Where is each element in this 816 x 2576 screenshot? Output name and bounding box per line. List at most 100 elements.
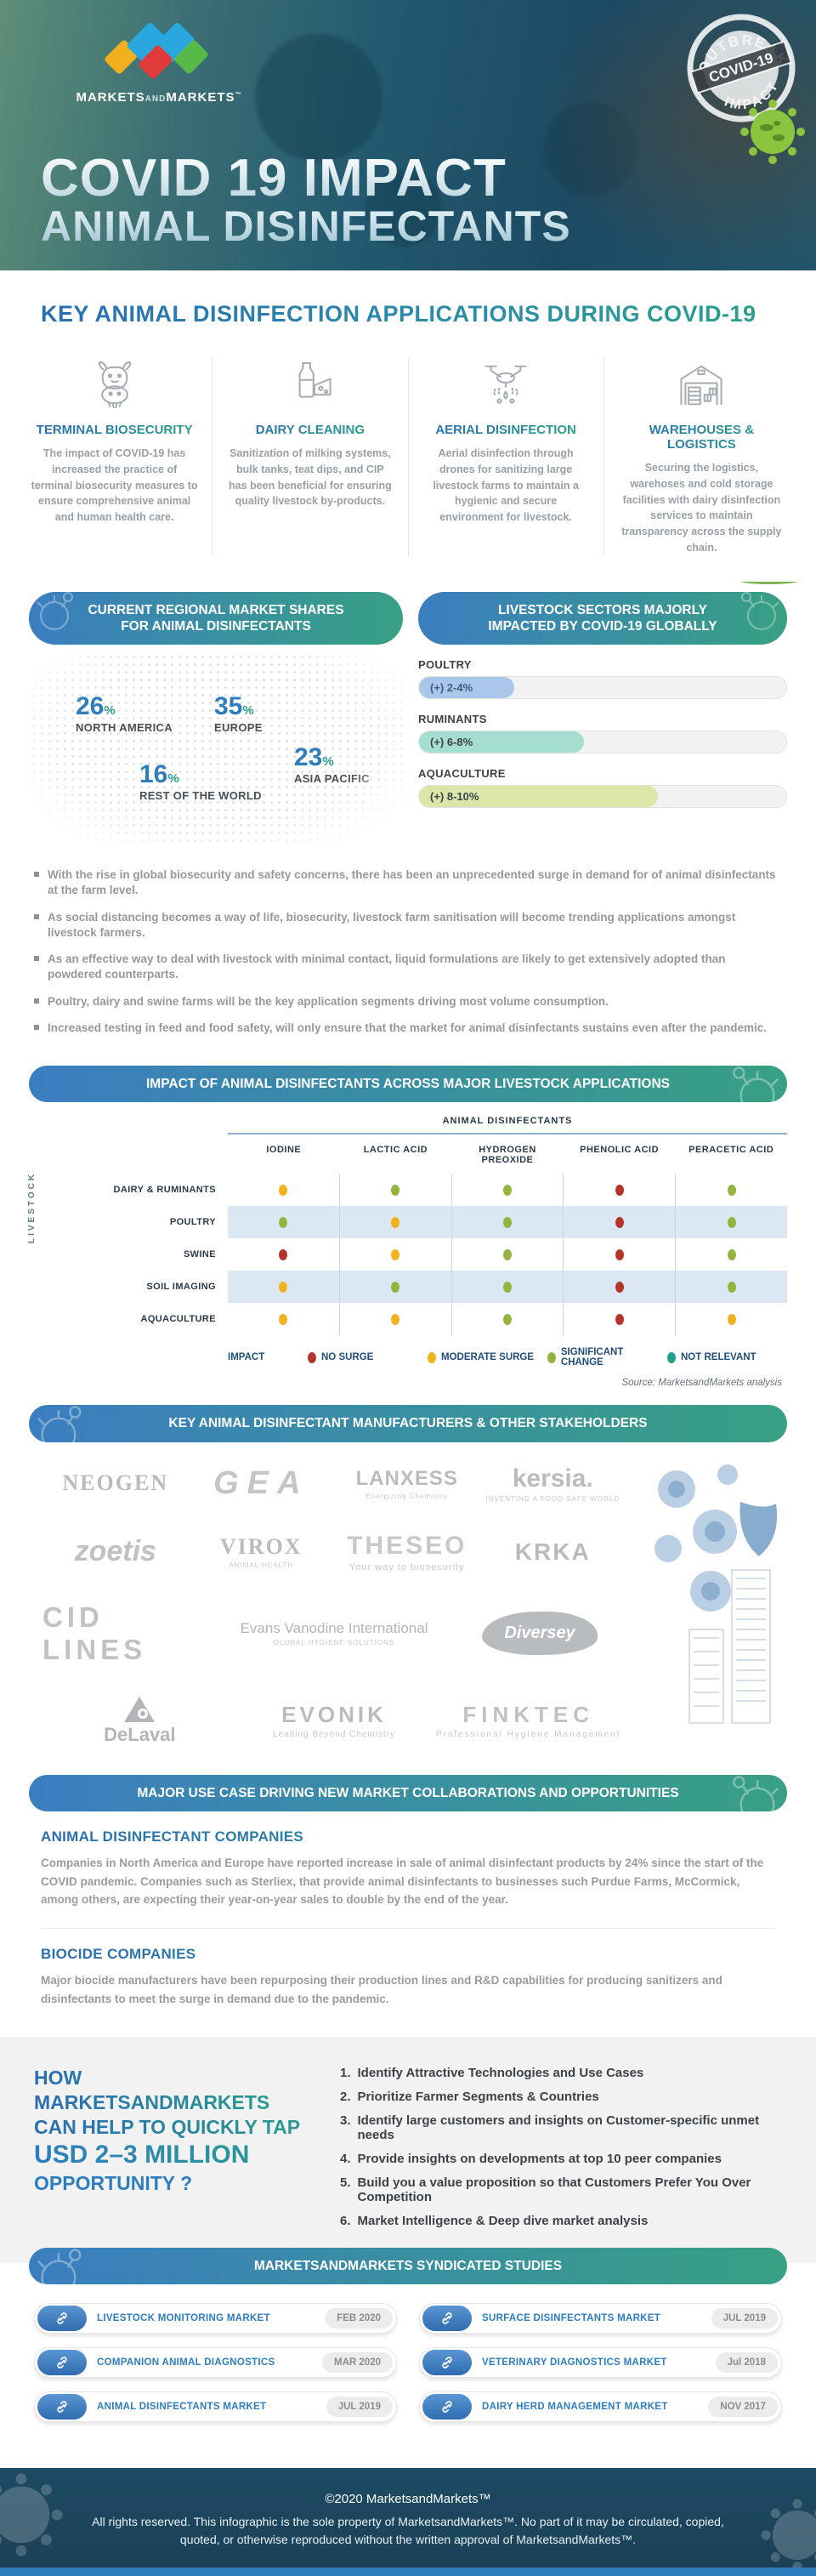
application-text: The impact of COVID-19 has increased the… xyxy=(31,447,198,523)
impact-dot xyxy=(279,1216,288,1228)
help-item: Build you a value proposition so that Cu… xyxy=(357,2175,751,2205)
livestock-sectors-panel: LIVESTOCK SECTORS MAJORLY IMPACTED BY CO… xyxy=(418,591,787,848)
link-icon xyxy=(37,2394,87,2420)
study-link-surface-disinfectants-market[interactable]: SURFACE DISINFECTANTS MARKET JUL 2019 xyxy=(419,2303,782,2334)
application-title: WAREHOUSES & LOGISTICS xyxy=(618,423,785,452)
virus-outline-icon xyxy=(733,1066,779,1103)
help-heading: HOW MARKETSANDMARKETS CAN HELP TO QUICKL… xyxy=(34,2066,314,2238)
applications-section: KEY ANIMAL DISINFECTION APPLICATIONS DUR… xyxy=(0,270,816,584)
help-item: Provide insights on developments at top … xyxy=(357,2152,722,2167)
link-icon xyxy=(422,2350,472,2376)
market-data-section: CURRENT REGIONAL MARKET SHARES FOR ANIMA… xyxy=(0,582,816,851)
impact-dot xyxy=(727,1184,736,1196)
bullet-item: Poultry, dairy and swine farms will be t… xyxy=(34,994,782,1009)
marketsandmarkets-logo: MARKETSANDMARKETS™ xyxy=(61,21,257,105)
footer-accent-strip xyxy=(0,2567,816,2576)
virus-outline-icon xyxy=(37,1406,82,1442)
impact-dot xyxy=(502,1313,512,1325)
stat-asia-pacific: 23% ASIA PACIFIC xyxy=(294,743,370,786)
rights-line-1: All rights reserved. This infographic is… xyxy=(92,2515,724,2529)
link-icon xyxy=(422,2306,472,2332)
syndicated-studies-section: MARKETSANDMARKETS SYNDICATED STUDIES LIV… xyxy=(0,2248,816,2458)
livestock-sectors-header: LIVESTOCK SECTORS MAJORLY IMPACTED BY CO… xyxy=(418,591,787,645)
legend-no-surge: NO SURGE xyxy=(308,1351,428,1363)
impact-dot xyxy=(502,1281,512,1293)
impact-dot xyxy=(615,1281,624,1293)
livestock-axis-label: LIVESTOCK xyxy=(27,1172,37,1244)
drone-icon xyxy=(422,358,590,412)
virus-blob-decoration xyxy=(366,170,442,247)
study-link-dairy-herd-management-market[interactable]: DAIRY HERD MANAGEMENT MARKET NOV 2017 xyxy=(419,2391,782,2423)
bar-track: (+) 2-4% xyxy=(418,676,787,700)
impact-dot xyxy=(391,1248,400,1260)
impact-matrix: LIVESTOCK ANIMAL DISINFECTANTS IODINE LA… xyxy=(27,1116,787,1389)
legend-moderate-surge: MODERATE SURGE xyxy=(428,1351,547,1363)
logo-lanxess: LANXESS Energizing Chemistry xyxy=(355,1466,458,1500)
impact-dot xyxy=(502,1248,512,1260)
study-link-veterinary-diagnostics-market[interactable]: VETERINARY DIAGNOSTICS MARKET Jul 2018 xyxy=(419,2347,782,2379)
help-item: Identify Attractive Technologies and Use… xyxy=(357,2066,644,2081)
delaval-triangle-icon xyxy=(124,1696,156,1722)
source-attribution: Source: MarketsandMarkets analysis xyxy=(621,1378,782,1389)
bar-poultry: POULTRY (+) 2-4% xyxy=(418,658,787,700)
link-icon xyxy=(37,2350,87,2376)
study-link-animal-disinfectants-market[interactable]: ANIMAL DISINFECTANTS MARKET JUL 2019 xyxy=(34,2391,397,2423)
impact-dot xyxy=(391,1184,400,1196)
logo-diamonds-icon xyxy=(61,21,257,82)
study-link-livestock-monitoring[interactable]: LIVESTOCK MONITORING MARKET FEB 2020 xyxy=(34,2303,397,2334)
logo-kersia: kersia. INVENTING A FOOD SAFE WORLD xyxy=(485,1464,620,1503)
application-text: Sanitization of milking systems, bulk ta… xyxy=(229,447,392,508)
bar-fill: (+) 8-10% xyxy=(419,786,658,808)
use-case-biocide-companies: BIOCIDE COMPANIES Major biocide manufact… xyxy=(29,1929,787,2015)
impact-dot xyxy=(279,1313,288,1325)
impact-dot xyxy=(279,1281,288,1293)
study-date-badge: JUL 2019 xyxy=(711,2308,778,2329)
how-we-help-section: HOW MARKETSANDMARKETS CAN HELP TO QUICKL… xyxy=(0,2037,816,2264)
study-date-badge: JUL 2019 xyxy=(326,2397,393,2418)
use-case-text: Companies in North America and Europe ha… xyxy=(41,1857,764,1907)
stat-europe: 35% EUROPE xyxy=(214,692,263,735)
bullet-square-icon xyxy=(34,956,39,962)
use-case-heading: BIOCIDE COMPANIES xyxy=(41,1946,775,1963)
study-link-companion-animal-diagnostics[interactable]: COMPANION ANIMAL DIAGNOSTICS MAR 2020 xyxy=(34,2347,397,2379)
disinfectants-axis-label: ANIMAL DISINFECTANTS xyxy=(442,1116,573,1127)
virus-icon xyxy=(761,2499,816,2568)
copyright-line: ©2020 MarketsandMarkets™ xyxy=(325,2492,491,2507)
logo-gea: GEA xyxy=(213,1464,309,1501)
impact-dot xyxy=(502,1216,512,1228)
impact-dot xyxy=(727,1281,736,1293)
bullet-square-icon xyxy=(34,872,39,878)
impact-dot xyxy=(615,1248,624,1260)
column-headers: IODINE LACTIC ACID HYDROGEN PREOXIDE PHE… xyxy=(228,1133,787,1174)
footer: ©2020 MarketsandMarkets™ All rights rese… xyxy=(0,2468,816,2568)
covid19-outbreak-stamp: OUTBREAK COVID-19 IMPACT xyxy=(687,14,796,122)
virus-outline-icon xyxy=(37,591,73,630)
impact-legend: IMPACT NO SURGE MODERATE SURGE SIGNIFICA… xyxy=(228,1335,787,1369)
bullet-item: As an effective way to deal with livesto… xyxy=(34,952,782,982)
bullet-square-icon xyxy=(34,998,39,1004)
bullet-item: Increased testing in feed and food safet… xyxy=(34,1021,782,1036)
studies-header: MARKETSANDMARKETS SYNDICATED STUDIES xyxy=(29,2248,787,2285)
legend-not-relevant: NOT RELEVANT xyxy=(667,1351,787,1363)
impact-bars: POULTRY (+) 2-4% RUMINANTS (+) 6-8% xyxy=(418,658,787,809)
help-item: Prioritize Farmer Segments & Countries xyxy=(357,2090,599,2105)
impact-dot xyxy=(615,1184,624,1196)
logo-evonik: EVONIK Leading Beyond Chemistry xyxy=(272,1701,396,1739)
logo-neogen: NEOGEN xyxy=(62,1470,169,1496)
key-insights-bullets: With the rise in global biosecurity and … xyxy=(0,850,816,1054)
application-title: AERIAL DISINFECTION xyxy=(422,423,590,437)
table-row: AQUACULTURE xyxy=(49,1303,787,1336)
bar-track: (+) 6-8% xyxy=(418,731,787,754)
hero-title: COVID 19 IMPACT ANIMAL DISINFECTANTS xyxy=(41,151,571,248)
virus-shield-city-illustration xyxy=(654,1464,778,1724)
title-line-1: COVID 19 IMPACT xyxy=(41,151,571,205)
green-virus-icon xyxy=(740,100,805,164)
impact-table-header: IMPACT OF ANIMAL DISINFECTANTS ACROSS MA… xyxy=(29,1066,787,1103)
impact-dot xyxy=(615,1313,624,1325)
virus-blob-decoration xyxy=(255,34,382,162)
table-row: DAIRY & RUMINANTS xyxy=(49,1174,787,1207)
milk-bottle-icon xyxy=(226,358,394,412)
virus-outline-icon xyxy=(733,1775,779,1812)
impact-dot xyxy=(727,1248,736,1260)
virus-icon xyxy=(0,2473,63,2557)
